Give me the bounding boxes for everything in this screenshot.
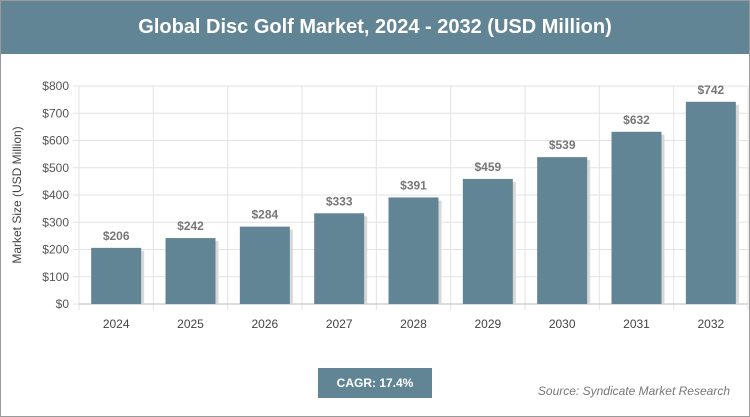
y-tick-label: $700 — [42, 106, 69, 120]
bar-2030 — [537, 157, 588, 304]
bar-2028 — [388, 197, 439, 304]
bar-2027 — [314, 213, 365, 304]
x-tick-label: 2024 — [103, 317, 130, 331]
y-tick-label: $500 — [42, 161, 69, 175]
x-tick-label: 2032 — [697, 317, 724, 331]
bar-2024 — [91, 247, 142, 304]
bar-2032 — [685, 101, 736, 305]
y-tick-label: $0 — [56, 297, 70, 311]
y-tick-label: $800 — [42, 79, 69, 93]
bar-2029 — [462, 178, 513, 304]
data-label: $284 — [251, 208, 278, 222]
y-tick-label: $200 — [42, 243, 69, 257]
x-tick-label: 2025 — [177, 317, 204, 331]
x-tick-label: 2029 — [474, 317, 501, 331]
x-tick-label: 2031 — [623, 317, 650, 331]
bar-2031 — [611, 131, 662, 304]
data-label: $742 — [697, 83, 724, 97]
y-tick-label: $100 — [42, 270, 69, 284]
source-note: Source: Syndicate Market Research — [537, 384, 730, 398]
x-tick-label: 2030 — [549, 317, 576, 331]
bar-2026 — [239, 226, 290, 304]
y-tick-label: $600 — [42, 134, 69, 148]
x-tick-label: 2026 — [251, 317, 278, 331]
data-label: $632 — [623, 113, 650, 127]
data-label: $539 — [549, 138, 576, 152]
data-label: $242 — [177, 219, 204, 233]
chart-title: Global Disc Golf Market, 2024 - 2032 (US… — [1, 1, 749, 54]
bar-2025 — [165, 238, 216, 304]
cagr-badge: CAGR: 17.4% — [318, 368, 432, 398]
x-tick-label: 2028 — [400, 317, 427, 331]
y-tick-label: $400 — [42, 188, 69, 202]
data-label: $459 — [474, 160, 501, 174]
data-label: $333 — [326, 194, 353, 208]
data-label: $391 — [400, 178, 427, 192]
data-label: $206 — [103, 229, 130, 243]
y-axis-title: Market Size (USD Million) — [10, 126, 24, 263]
x-tick-label: 2027 — [326, 317, 353, 331]
y-tick-label: $300 — [42, 215, 69, 229]
